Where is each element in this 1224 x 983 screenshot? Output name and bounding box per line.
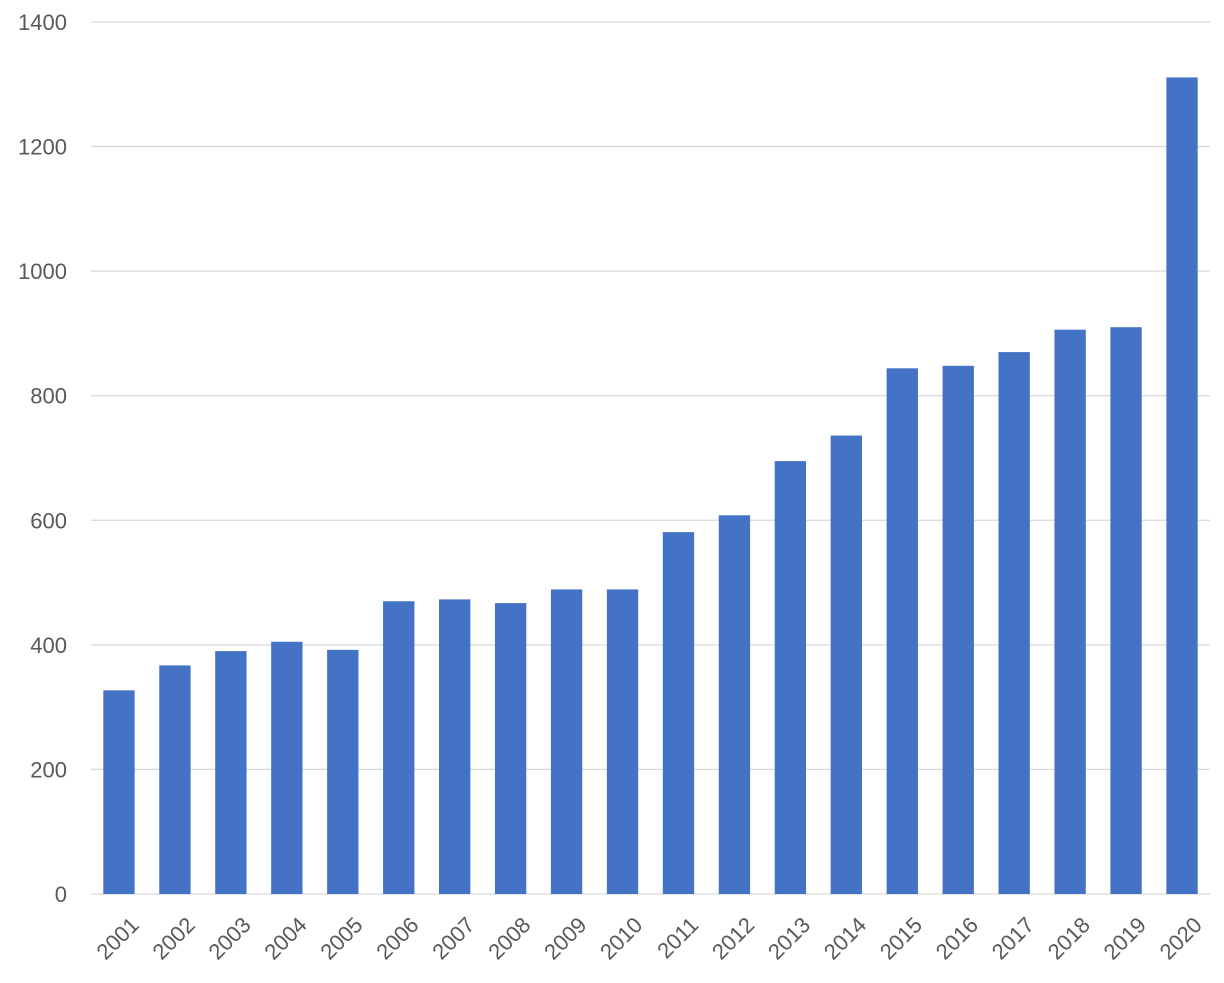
bar-2005 <box>327 649 359 894</box>
x-tick-label: 2004 <box>259 912 311 964</box>
x-tick-label: 2007 <box>427 912 479 964</box>
x-tick-label: 2009 <box>539 912 591 964</box>
x-axis: 2001 2002 2003 2004 2005 2006 2007 2008 2009 2010… <box>92 912 1207 964</box>
x-tick-label: 2005 <box>315 912 367 964</box>
bar-2002 <box>159 665 191 894</box>
bar-2020 <box>1166 77 1198 895</box>
bar-2019 <box>1110 327 1142 894</box>
x-tick-label: 2017 <box>987 912 1039 964</box>
x-tick-label: 2002 <box>147 912 199 964</box>
gridlines <box>91 21 1210 895</box>
bar-2006 <box>383 601 415 894</box>
bar-2017 <box>998 352 1030 895</box>
y-tick-label: 1000 <box>18 259 67 284</box>
x-tick-label: 2013 <box>763 912 815 964</box>
bar-2014 <box>830 435 862 894</box>
x-tick-label: 2011 <box>652 912 703 963</box>
bar-2004 <box>271 641 303 894</box>
x-tick-label: 2012 <box>707 912 759 964</box>
x-tick-label: 2015 <box>875 912 927 964</box>
bar-2010 <box>606 589 639 894</box>
x-tick-label: 2006 <box>371 912 423 964</box>
y-tick-label: 800 <box>30 384 67 409</box>
y-tick-label: 200 <box>30 757 67 782</box>
x-tick-label: 2019 <box>1099 912 1151 964</box>
x-tick-label: 2014 <box>819 912 871 964</box>
bars <box>103 77 1198 895</box>
x-tick-label: 2010 <box>595 912 647 964</box>
x-tick-label: 2001 <box>92 912 144 964</box>
bar-2007 <box>439 599 471 894</box>
bar-2012 <box>718 515 751 894</box>
y-axis: 0 200 400 600 800 1000 1200 1400 <box>18 10 67 907</box>
bar-2009 <box>550 589 583 894</box>
y-tick-label: 1200 <box>18 135 67 160</box>
x-tick-label: 2008 <box>483 912 535 964</box>
y-tick-label: 400 <box>30 633 67 658</box>
bar-2003 <box>215 651 247 894</box>
bar-2015 <box>886 368 918 894</box>
y-tick-label: 600 <box>30 508 67 533</box>
x-tick-label: 2020 <box>1155 912 1207 964</box>
x-tick-label: 2018 <box>1043 912 1095 964</box>
bar-2018 <box>1054 329 1086 895</box>
bar-2016 <box>942 365 974 894</box>
x-tick-label: 2016 <box>931 912 983 964</box>
bar-2008 <box>494 603 527 894</box>
bar-2011 <box>662 532 695 894</box>
y-tick-label: 1400 <box>18 10 67 35</box>
bar-2013 <box>774 461 807 894</box>
x-tick-label: 2003 <box>203 912 255 964</box>
bar-2001 <box>103 690 135 894</box>
y-tick-label: 0 <box>55 882 67 907</box>
